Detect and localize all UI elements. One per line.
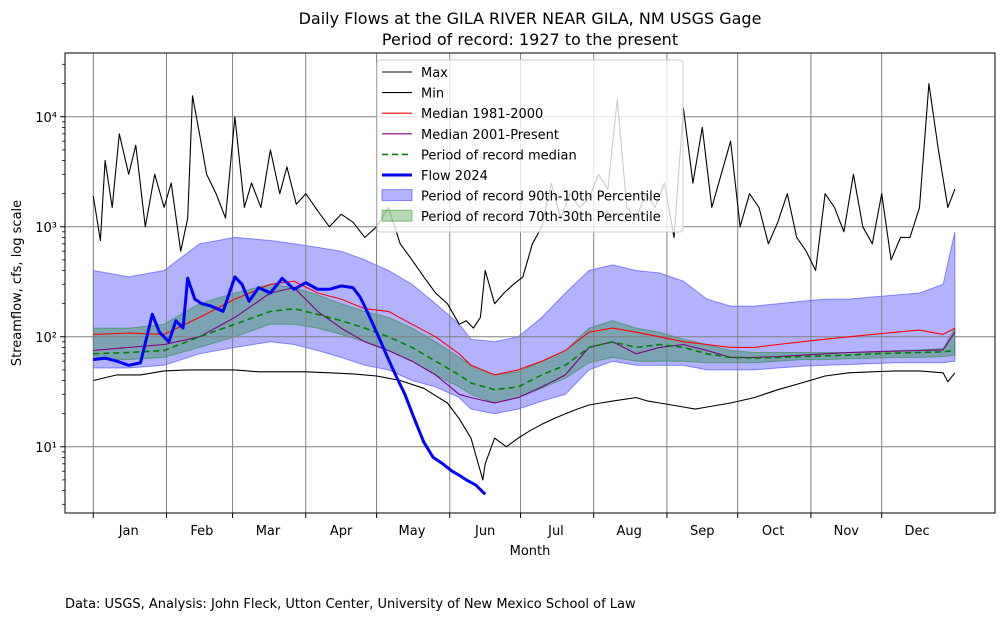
y-axis: 10¹ 10² 10³ 10⁴: [35, 63, 65, 505]
x-tick-label: Mar: [256, 524, 281, 539]
legend-label: Max: [421, 66, 448, 81]
y-tick-label: 10³: [35, 221, 57, 236]
series-median_1981_2000: [93, 280, 956, 376]
chart-title: Daily Flows at the GILA RIVER NEAR GILA,…: [299, 9, 762, 28]
x-tick-label: Feb: [190, 524, 213, 539]
legend-label: Period of record 90th-10th Percentile: [421, 190, 661, 205]
lines-layer: [92, 83, 956, 496]
x-tick-label: Oct: [762, 524, 784, 539]
x-axis: Jan Feb Mar Apr May Jun Jul Aug Sep Oct Nov Dec: [92, 513, 930, 539]
legend-label: Min: [421, 87, 444, 102]
legend-item: Period of record median: [382, 148, 577, 163]
legend-box: [376, 59, 684, 233]
footer-note: Data: USGS, Analysis: John Fleck, Utton …: [65, 597, 636, 612]
plot-frame: [64, 52, 996, 514]
chart-subtitle: Period of record: 1927 to the present: [382, 30, 678, 49]
legend-item: Flow 2024: [382, 169, 488, 184]
x-tick-label: Nov: [834, 524, 860, 539]
x-tick-label: May: [399, 524, 426, 539]
legend-label: Flow 2024: [421, 169, 488, 184]
band-band_90_10: [92, 231, 956, 415]
series-period_median: [93, 307, 955, 391]
series-min: [93, 369, 956, 481]
x-tick-label: Jun: [474, 524, 495, 539]
legend-item: Median 2001-Present: [382, 128, 559, 143]
y-tick-label: 10²: [35, 331, 57, 346]
legend-item: Max: [382, 66, 448, 81]
x-tick-label: Apr: [330, 524, 353, 539]
legend-label: Median 1981-2000: [421, 107, 543, 122]
x-tick-label: Sep: [690, 524, 715, 539]
series-median_2001_present: [93, 287, 956, 404]
x-tick-label: Dec: [905, 524, 930, 539]
series-max: [92, 83, 956, 329]
y-tick-label: 10⁴: [35, 111, 57, 126]
legend-patch-swatch: [381, 189, 413, 202]
legend-item: Period of record 90th-10th Percentile: [381, 189, 661, 205]
legend-label: Period of record 70th-30th Percentile: [421, 210, 661, 225]
legend-item: Min: [382, 87, 444, 102]
legend-label: Median 2001-Present: [421, 128, 559, 143]
series-flow_2024: [93, 275, 487, 496]
x-tick-label: Aug: [616, 524, 641, 539]
y-axis-label: Streamflow, cfs, log scale: [10, 200, 25, 366]
legend-item: Period of record 70th-30th Percentile: [381, 209, 661, 225]
x-tick-label: Jul: [547, 524, 564, 539]
legend-items: Max Min Median 1981-2000 Median 2001-Presen…: [381, 66, 661, 225]
y-tick-label: 10¹: [35, 441, 57, 456]
legend-item: Median 1981-2000: [382, 107, 543, 122]
legend-patch-swatch: [381, 209, 413, 222]
legend-label: Period of record median: [421, 148, 577, 163]
x-tick-label: Jan: [118, 524, 139, 539]
x-axis-label: Month: [510, 544, 551, 559]
legend: Max Min Median 1981-2000 Median 2001-Presen…: [376, 59, 684, 233]
